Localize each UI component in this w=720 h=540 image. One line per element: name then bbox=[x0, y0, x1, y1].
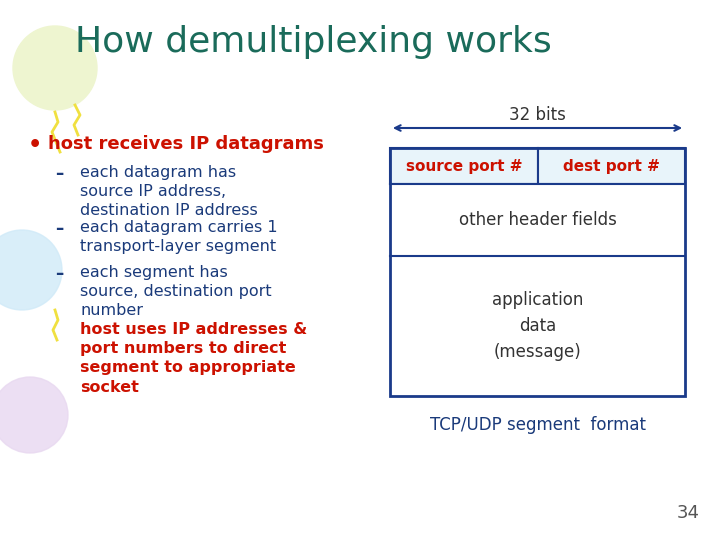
Text: other header fields: other header fields bbox=[459, 211, 616, 229]
Text: 32 bits: 32 bits bbox=[509, 106, 566, 124]
Bar bbox=[538, 148, 685, 184]
Bar bbox=[390, 148, 538, 184]
Text: 34: 34 bbox=[677, 504, 700, 522]
Bar bbox=[390, 148, 685, 396]
Text: each datagram carries 1
transport-layer segment: each datagram carries 1 transport-layer … bbox=[80, 220, 278, 254]
Text: How demultiplexing works: How demultiplexing works bbox=[75, 25, 552, 59]
Text: host receives IP datagrams: host receives IP datagrams bbox=[48, 135, 324, 153]
Text: TCP/UDP segment  format: TCP/UDP segment format bbox=[430, 416, 646, 434]
Text: source port #: source port # bbox=[405, 159, 522, 173]
Circle shape bbox=[13, 26, 97, 110]
Text: –: – bbox=[55, 220, 63, 238]
Text: –: – bbox=[55, 265, 63, 283]
Text: dest port #: dest port # bbox=[563, 159, 660, 173]
Text: –: – bbox=[55, 165, 63, 183]
Circle shape bbox=[0, 230, 62, 310]
Text: •: • bbox=[28, 135, 42, 155]
Text: application
data
(message): application data (message) bbox=[492, 291, 583, 361]
Text: each segment has
source, destination port
number: each segment has source, destination por… bbox=[80, 265, 271, 319]
Bar bbox=[390, 184, 685, 256]
Text: host uses IP addresses &
port numbers to direct
segment to appropriate
socket: host uses IP addresses & port numbers to… bbox=[80, 322, 307, 395]
Bar bbox=[390, 256, 685, 396]
Text: each datagram has
source IP address,
destination IP address: each datagram has source IP address, des… bbox=[80, 165, 258, 218]
Circle shape bbox=[0, 377, 68, 453]
